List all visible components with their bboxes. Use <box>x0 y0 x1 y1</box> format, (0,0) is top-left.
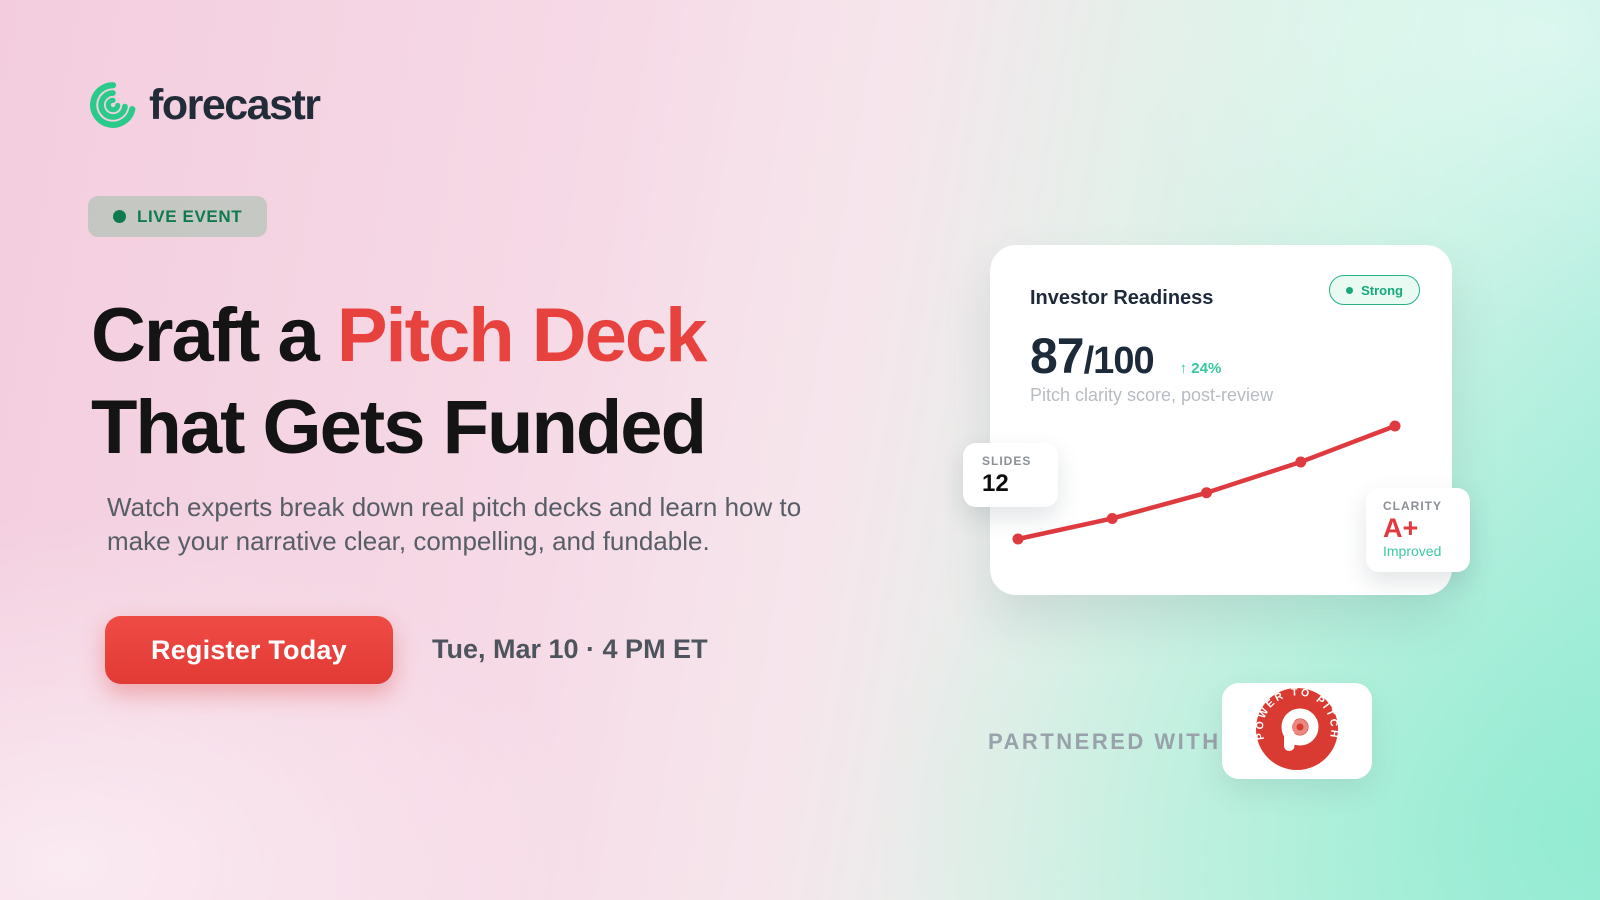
forecastr-spiral-icon <box>88 80 138 130</box>
subtitle: Watch experts break down real pitch deck… <box>107 492 802 557</box>
headline-line1: Craft a Pitch Deck <box>91 293 708 378</box>
score-row: 87 /100 ↑ 24% <box>1030 327 1221 385</box>
strong-status-badge: Strong <box>1329 275 1420 305</box>
slides-mini-card: SLIDES 12 <box>963 443 1058 507</box>
headline-line2: That Gets Funded <box>91 384 707 470</box>
forecastr-wordmark: forecastr <box>149 80 321 129</box>
score-total: /100 <box>1083 340 1155 382</box>
live-dot-icon <box>113 210 126 223</box>
event-datetime: Tue, Mar 10 · 4 PM ET <box>432 634 708 664</box>
clarity-note: Improved <box>1383 543 1442 560</box>
page-title: Craft a Pitch Deck That Gets Funded <box>91 290 708 474</box>
clarity-grade: A+ <box>1383 513 1419 543</box>
headline-highlight: Pitch Deck <box>336 293 708 378</box>
register-button-label: Register Today <box>151 634 347 665</box>
score-delta: ↑ 24% <box>1179 360 1222 377</box>
card-title: Investor Readiness <box>1030 287 1214 309</box>
power-to-pitch-logo: POWER TO PITCH <box>1254 686 1339 776</box>
score-caption: Pitch clarity score, post-review <box>1030 385 1274 405</box>
power-to-pitch-logo-card: POWER TO PITCH <box>1222 683 1372 779</box>
partnered-with-label: PARTNERED WITH <box>988 729 1221 754</box>
register-button[interactable]: Register Today <box>105 616 393 684</box>
status-dot-icon <box>1346 286 1354 294</box>
slides-value: 12 <box>982 470 1009 497</box>
status-label: Strong <box>1361 282 1403 298</box>
forecastr-logo: forecastr <box>88 80 321 130</box>
card-header: Investor Readiness Strong <box>1030 275 1420 310</box>
headline-prefix: Craft a <box>91 293 337 378</box>
live-event-badge: LIVE EVENT <box>88 196 268 237</box>
clarity-mini-card: CLARITY A+ Improved <box>1366 488 1470 572</box>
live-event-label: LIVE EVENT <box>137 206 243 226</box>
score-value: 87 <box>1030 328 1085 384</box>
investor-readiness-card: Investor Readiness Strong 87 /100 ↑ 24% … <box>963 245 1470 595</box>
slides-label: SLIDES <box>982 454 1032 468</box>
clarity-label: CLARITY <box>1383 499 1442 513</box>
